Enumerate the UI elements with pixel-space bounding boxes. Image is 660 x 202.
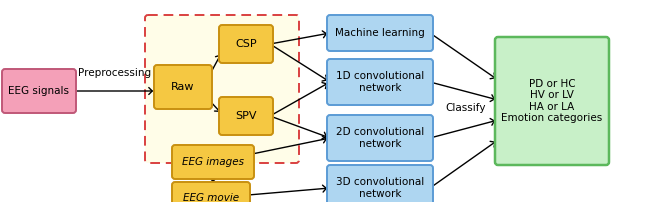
Text: PD or HC
HV or LV
HA or LA
Emotion categories: PD or HC HV or LV HA or LA Emotion categ… (502, 79, 603, 123)
Text: EEG images: EEG images (182, 157, 244, 167)
Text: Raw: Raw (171, 82, 195, 92)
FancyBboxPatch shape (327, 115, 433, 161)
FancyBboxPatch shape (495, 37, 609, 165)
Text: Machine learning: Machine learning (335, 28, 425, 38)
FancyBboxPatch shape (172, 145, 254, 179)
Text: SPV: SPV (235, 111, 257, 121)
Text: 2D convolutional
network: 2D convolutional network (336, 127, 424, 149)
Text: EEG movie: EEG movie (183, 193, 239, 202)
Text: EEG signals: EEG signals (9, 86, 69, 96)
FancyBboxPatch shape (2, 69, 76, 113)
FancyBboxPatch shape (172, 182, 250, 202)
Text: 3D convolutional
network: 3D convolutional network (336, 177, 424, 199)
Text: Preprocessing: Preprocessing (79, 68, 152, 78)
Text: Classify: Classify (446, 103, 486, 113)
FancyBboxPatch shape (145, 15, 299, 163)
FancyBboxPatch shape (154, 65, 212, 109)
Text: CSP: CSP (235, 39, 257, 49)
FancyBboxPatch shape (219, 97, 273, 135)
Text: 1D convolutional
network: 1D convolutional network (336, 71, 424, 93)
FancyBboxPatch shape (219, 25, 273, 63)
FancyBboxPatch shape (327, 15, 433, 51)
FancyBboxPatch shape (327, 165, 433, 202)
FancyBboxPatch shape (327, 59, 433, 105)
